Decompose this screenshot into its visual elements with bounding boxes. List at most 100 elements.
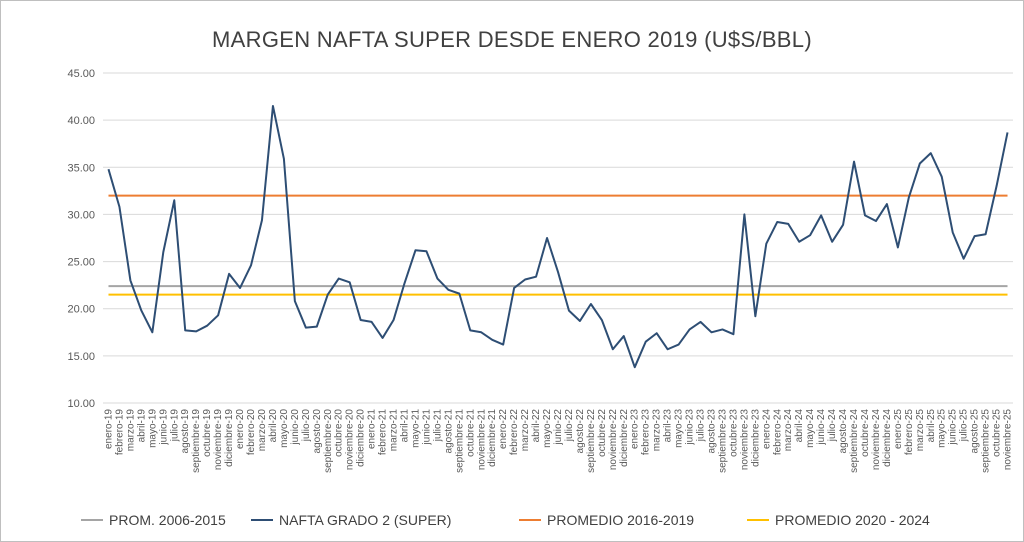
x-tick-label: agosto-25 [970,409,981,454]
x-tick-label: septiembre-24 [849,409,860,473]
x-tick-label: marzo-24 [783,409,794,452]
y-axis: 10.00 15.00 20.00 25.00 30.00 35.00 40.00 45.00 [67,68,95,410]
x-tick-label: marzo-21 [389,409,400,452]
x-tick-label: febrero-20 [246,409,257,456]
x-tick-label: febrero-24 [772,409,783,456]
x-tick-label: octubre-22 [597,409,608,457]
x-tick-label: marzo-19 [125,409,136,452]
x-tick-label: abril-24 [794,409,805,443]
x-tick-label: octubre-19 [202,409,213,457]
legend-label: NAFTA GRADO 2 (SUPER) [279,512,451,528]
x-tick-label: noviembre-20 [345,409,356,471]
x-tick-label: junio-24 [816,409,827,446]
x-tick-label: agosto-23 [706,409,717,454]
legend: PROM. 2006-2015 NAFTA GRADO 2 (SUPER) PROM… [81,512,930,528]
x-tick-label: septiembre-20 [323,409,334,473]
x-tick-label: noviembre-21 [476,409,487,471]
y-tick-label: 30.00 [67,209,95,221]
x-tick-label: enero-23 [630,409,641,449]
x-tick-label: noviembre-25 [1003,409,1014,471]
x-tick-label: abril-20 [268,409,279,443]
x-tick-label: mayo-25 [937,409,948,448]
x-tick-label: septiembre-25 [981,409,992,473]
x-tick-label: octubre-21 [465,409,476,457]
x-tick-label: junio-21 [421,409,432,446]
x-tick-label: diciembre-21 [487,409,498,467]
legend-label: PROM. 2006-2015 [109,512,226,528]
x-tick-label: mayo-21 [410,409,421,448]
chart-title: MARGEN NAFTA SUPER DESDE ENERO 2019 (U$S… [212,27,812,52]
x-tick-label: junio-23 [685,409,696,446]
x-tick-label: julio-25 [959,409,970,443]
x-tick-label: agosto-22 [575,409,586,454]
x-tick-label: junio-22 [553,409,564,446]
x-tick-label: enero-24 [761,409,772,449]
y-tick-label: 40.00 [67,115,95,127]
x-tick-label: enero-20 [235,409,246,449]
series-layer [107,105,1009,369]
x-tick-label: julio-24 [827,409,838,443]
x-tick-label: mayo-24 [805,409,816,448]
x-tick-label: junio-20 [290,409,301,446]
legend-label: PROMEDIO 2020 - 2024 [775,512,930,528]
x-tick-label: septiembre-23 [717,409,728,473]
x-tick-label: enero-22 [498,409,509,449]
x-tick-label: diciembre-23 [750,409,761,467]
x-tick-label: febrero-25 [904,409,915,456]
x-tick-label: mayo-20 [279,409,290,448]
x-tick-label: septiembre-22 [586,409,597,473]
x-tick-label: abril-21 [400,409,411,443]
x-tick-label: diciembre-22 [619,409,630,467]
x-tick-label: marzo-22 [520,409,531,452]
x-tick-label: abril-22 [531,409,542,443]
x-tick-label: octubre-23 [728,409,739,457]
series-line-nafta-grado-2 [107,105,1009,369]
x-tick-label: octubre-20 [334,409,345,457]
x-axis: enero-19 febrero-19 marzo-19 abril-19 mayo-1… [103,409,1013,473]
legend-label: PROMEDIO 2016-2019 [547,512,694,528]
x-tick-label: julio-22 [564,409,575,443]
y-tick-label: 10.00 [67,398,95,410]
x-tick-label: febrero-22 [509,409,520,456]
x-tick-label: enero-25 [893,409,904,449]
x-tick-label: noviembre-24 [871,409,882,471]
x-tick-label: diciembre-19 [224,409,235,467]
x-tick-label: enero-19 [103,409,114,449]
y-tick-label: 35.00 [67,162,95,174]
x-tick-label: julio-19 [169,409,180,443]
x-tick-label: diciembre-20 [356,409,367,467]
y-tick-label: 15.00 [67,351,95,363]
x-tick-label: febrero-21 [378,409,389,456]
x-tick-label: febrero-23 [641,409,652,456]
x-tick-label: abril-25 [926,409,937,443]
x-tick-label: marzo-25 [915,409,926,452]
x-tick-label: mayo-23 [674,409,685,448]
x-tick-label: mayo-22 [542,409,553,448]
x-tick-label: agosto-21 [443,409,454,454]
grid-layer [103,72,1013,404]
x-tick-label: agosto-24 [838,409,849,454]
x-tick-label: junio-25 [948,409,959,446]
x-tick-label: octubre-24 [860,409,871,457]
x-tick-label: marzo-23 [652,409,663,452]
x-tick-label: septiembre-21 [454,409,465,473]
x-tick-label: julio-21 [432,409,443,443]
y-tick-label: 20.00 [67,304,95,316]
x-tick-label: agosto-20 [312,409,323,454]
x-tick-label: abril-19 [136,409,147,443]
y-tick-label: 25.00 [67,257,95,269]
x-tick-label: julio-20 [301,409,312,443]
x-tick-label: marzo-20 [257,409,268,452]
x-tick-label: diciembre-24 [882,409,893,467]
x-tick-label: noviembre-23 [739,409,750,471]
x-tick-label: junio-19 [158,409,169,446]
x-tick-label: julio-23 [696,409,707,443]
x-tick-label: abril-23 [663,409,674,443]
x-tick-label: noviembre-19 [213,409,224,471]
x-tick-label: febrero-19 [114,409,125,456]
x-tick-label: octubre-25 [992,409,1003,457]
x-tick-label: noviembre-22 [608,409,619,471]
x-tick-label: agosto-19 [180,409,191,454]
